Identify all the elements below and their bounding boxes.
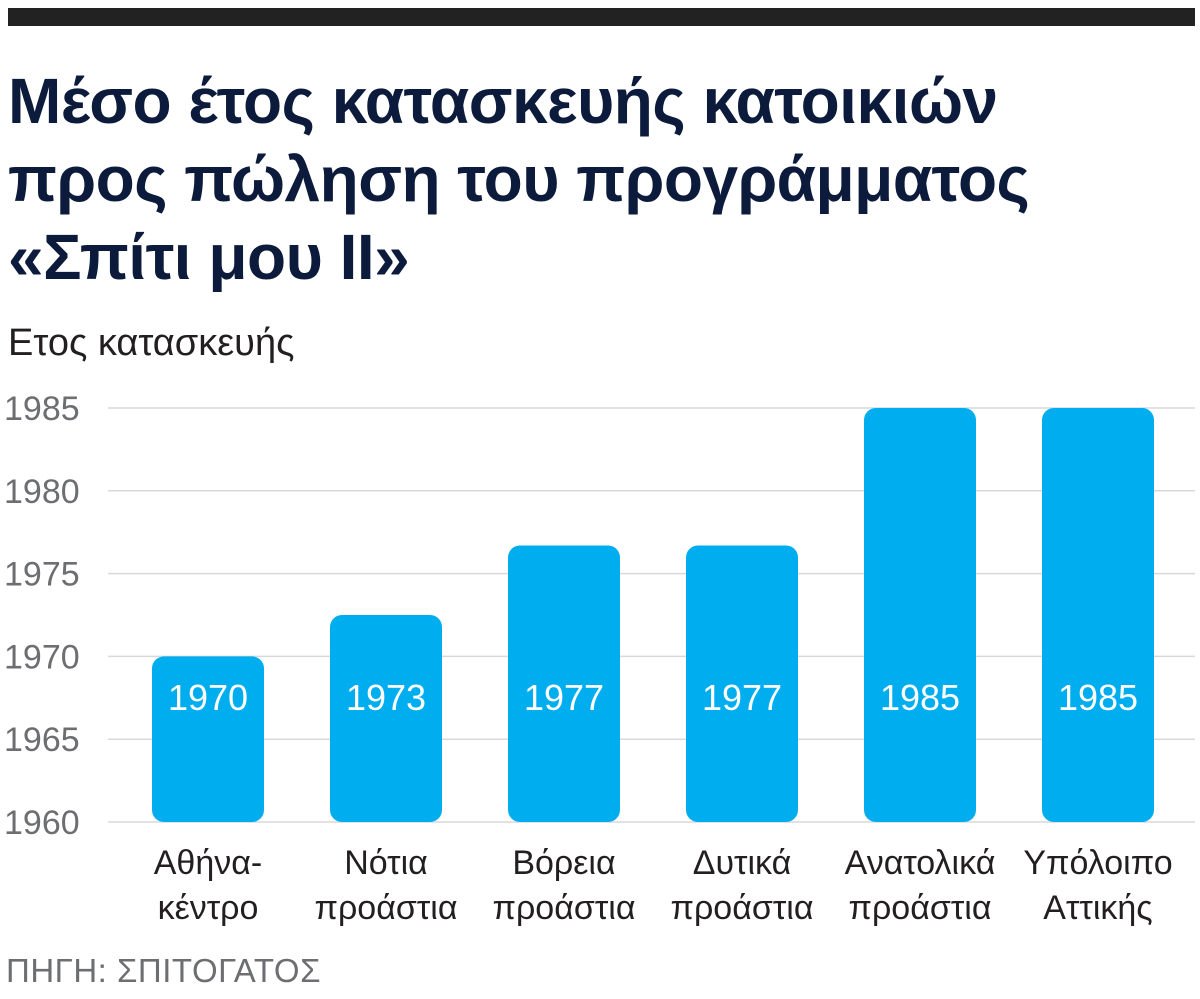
x-category-label-3-0: Δυτικά [693,844,792,882]
x-category-label-2-1: προάστια [493,889,636,927]
y-tick-label-1970: 1970 [4,638,80,676]
x-category-label-2-0: Βόρεια [512,844,615,882]
y-tick-label-1985: 1985 [4,390,80,428]
bar-1 [330,615,442,822]
x-category-label-3-1: προάστια [671,889,814,927]
x-category-label-1-0: Νότια [344,844,428,882]
y-tick-label-1960: 1960 [4,804,80,842]
y-tick-label-1965: 1965 [4,721,80,759]
bar-0 [152,656,264,822]
bar-value-label-3: 1977 [702,677,782,718]
top-rule [8,8,1195,26]
x-category-label-4-1: προάστια [849,889,992,927]
bar-chart: 1960 1965 1970 1975 1980 1985 1970 Αθήνα-κέντρο… [4,390,1195,927]
y-axis-title: Ετος κατασκευής [8,322,295,364]
x-category-label-5-1: Αττικής [1043,889,1152,927]
bar-5 [1042,408,1154,822]
bar-4 [864,408,976,822]
bar-value-label-4: 1985 [880,677,960,718]
x-category-label-1-1: προάστια [315,889,458,927]
bar-value-label-2: 1977 [524,677,604,718]
x-category-label-5-0: Υπόλοιπο [1023,844,1172,882]
source-note: ΠΗΓΗ: ΣΠΙΤΟΓΑΤΟΣ [6,952,321,989]
x-category-label-4-0: Ανατολικά [845,844,996,882]
title-line-2: προς πώληση του προγράμματος [8,143,1030,215]
bar-3 [686,545,798,822]
x-category-label-0-0: Αθήνα- [154,844,262,882]
bar-value-label-5: 1985 [1058,677,1138,718]
x-category-label-0-1: κέντρο [158,889,259,927]
title-line-3: «Σπίτι μου ΙΙ» [8,221,410,293]
y-tick-label-1975: 1975 [4,556,80,594]
bar-2 [508,545,620,822]
bar-value-label-1: 1973 [346,677,426,718]
title-line-1: Μέσο έτος κατασκευής κατοικιών [8,65,998,137]
bar-value-label-0: 1970 [168,677,248,718]
y-tick-label-1980: 1980 [4,473,80,511]
page-title: Μέσο έτος κατασκευής κατοικιών προς πώλη… [8,62,1188,296]
